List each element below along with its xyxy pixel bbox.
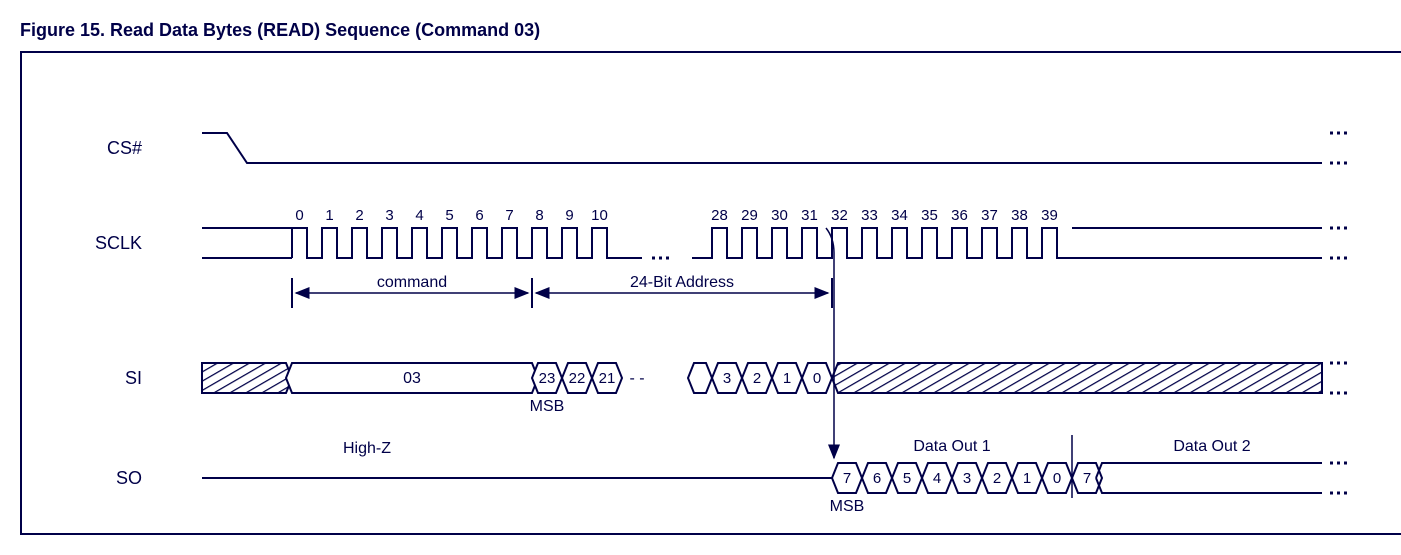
svg-text:MSB: MSB — [530, 398, 565, 415]
svg-text:30: 30 — [771, 207, 788, 224]
svg-text:10: 10 — [591, 207, 608, 224]
svg-text:1: 1 — [325, 207, 333, 224]
svg-text:37: 37 — [981, 207, 998, 224]
svg-text:4: 4 — [415, 207, 423, 224]
svg-text:3: 3 — [385, 207, 393, 224]
svg-text:2: 2 — [993, 470, 1001, 487]
svg-text:5: 5 — [445, 207, 453, 224]
svg-text:8: 8 — [535, 207, 543, 224]
svg-text:32: 32 — [831, 207, 848, 224]
svg-text:9: 9 — [565, 207, 573, 224]
svg-text:6: 6 — [873, 470, 881, 487]
svg-text:SO: SO — [116, 468, 142, 488]
svg-text:2: 2 — [355, 207, 363, 224]
svg-text:2: 2 — [753, 370, 761, 387]
svg-text:4: 4 — [933, 470, 941, 487]
svg-text:0: 0 — [813, 370, 821, 387]
svg-text:1: 1 — [1023, 470, 1031, 487]
svg-text:Data Out 1: Data Out 1 — [913, 438, 990, 455]
svg-text:24-Bit Address: 24-Bit Address — [630, 274, 734, 291]
svg-text:28: 28 — [711, 207, 728, 224]
svg-text:0: 0 — [1053, 470, 1061, 487]
svg-text:39: 39 — [1041, 207, 1058, 224]
svg-text:SI: SI — [125, 368, 142, 388]
svg-text:7: 7 — [1083, 470, 1091, 487]
svg-text:5: 5 — [903, 470, 911, 487]
svg-text:7: 7 — [505, 207, 513, 224]
svg-text:22: 22 — [569, 370, 586, 387]
timing-svg: CS#SCLK012345678910282930313233343536373… — [32, 63, 1382, 513]
svg-text:3: 3 — [723, 370, 731, 387]
svg-text:7: 7 — [843, 470, 851, 487]
svg-text:3: 3 — [963, 470, 971, 487]
svg-text:High-Z: High-Z — [343, 440, 391, 457]
figure-title: Figure 15. Read Data Bytes (READ) Sequen… — [20, 20, 1381, 41]
svg-text:33: 33 — [861, 207, 878, 224]
svg-text:SCLK: SCLK — [95, 233, 142, 253]
svg-text:1: 1 — [783, 370, 791, 387]
svg-text:35: 35 — [921, 207, 938, 224]
svg-text:23: 23 — [539, 370, 556, 387]
svg-text:- -: - - — [629, 370, 644, 387]
svg-text:Data Out 2: Data Out 2 — [1173, 438, 1250, 455]
svg-text:6: 6 — [475, 207, 483, 224]
svg-text:38: 38 — [1011, 207, 1028, 224]
svg-text:0: 0 — [295, 207, 303, 224]
svg-text:36: 36 — [951, 207, 968, 224]
timing-diagram: CS#SCLK012345678910282930313233343536373… — [20, 51, 1401, 535]
svg-text:03: 03 — [403, 370, 421, 387]
svg-text:CS#: CS# — [107, 138, 142, 158]
svg-text:29: 29 — [741, 207, 758, 224]
svg-text:MSB: MSB — [830, 498, 865, 513]
svg-text:34: 34 — [891, 207, 908, 224]
svg-text:31: 31 — [801, 207, 818, 224]
svg-text:command: command — [377, 274, 447, 291]
svg-text:21: 21 — [599, 370, 616, 387]
